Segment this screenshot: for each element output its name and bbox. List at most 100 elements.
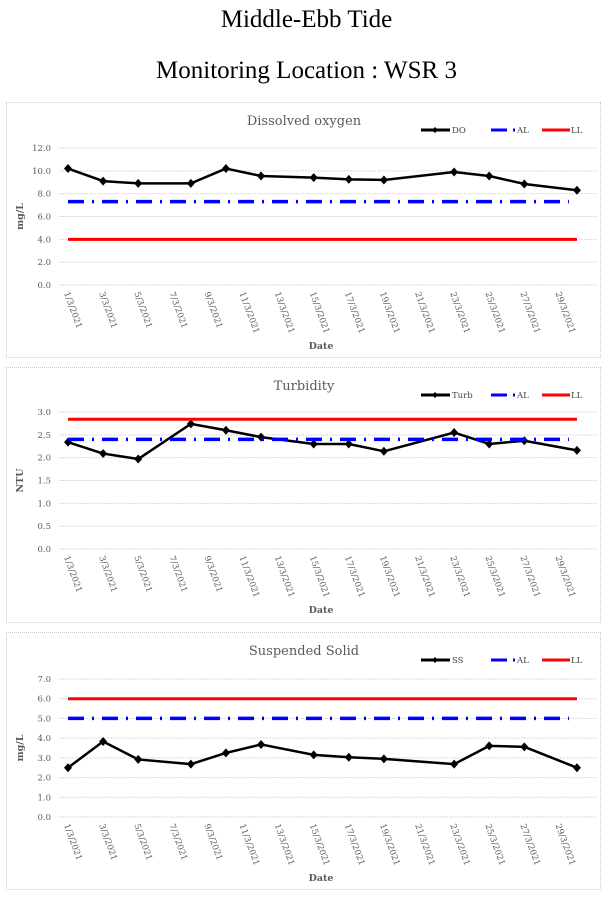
legend-al-label: AL [516,126,529,136]
x-axis-title: Date [309,873,334,884]
data-point-marker [186,419,195,429]
chart-title: Suspended Solid [249,644,359,659]
x-axis-title: Date [309,605,334,616]
x-tick-label: 25/3/2021 [482,291,506,335]
chart-title: Turbidity [274,379,335,394]
data-point-marker [309,750,318,760]
measured-series-line [67,167,578,192]
data-point-marker [221,425,230,435]
legend-measured-marker [432,657,438,663]
data-point-marker [134,454,143,464]
x-tick-label: 17/3/2021 [342,555,366,599]
x-tick-label: 11/3/2021 [237,291,261,335]
y-tick-label: 1.5 [37,477,51,487]
data-point-marker [257,171,266,181]
data-point-marker [186,178,195,188]
y-tick-label: 1.0 [37,499,51,509]
turbidity-chart-svg: Turbidity 0.0 0.5 1.0 1.5 2.0 2.5 3.0 NTU 1/3/202… [15,379,597,616]
data-point-marker [572,445,581,455]
legend-ll-label: LL [571,656,583,666]
data-point-marker [221,164,230,174]
x-tick-label: 7/3/2021 [166,555,188,594]
x-tick-label: 9/3/2021 [202,291,224,330]
x-axis-title: Date [309,341,334,352]
x-tick-label: 13/3/2021 [272,291,296,335]
x-tick-label: 29/3/2021 [553,823,577,867]
data-point-marker [99,449,108,459]
x-tick-label: 7/3/2021 [166,291,188,330]
data-point-marker [520,742,529,752]
x-tick-label: 23/3/2021 [447,555,471,599]
legend: Turb AL LL [421,391,583,401]
x-tick-label: 17/3/2021 [342,291,366,335]
x-tick-label: 13/3/2021 [272,555,296,599]
y-tick-label: 5.0 [37,714,51,724]
data-point-marker [450,167,459,177]
data-point-marker [309,173,318,183]
data-point-marker [379,754,388,764]
y-tick-label: 6.0 [37,695,51,705]
x-tick-label: 27/3/2021 [517,823,541,867]
x-tick-label: 21/3/2021 [412,555,436,599]
data-point-marker [64,763,72,773]
measured-series-line [67,740,578,769]
x-tick-label: 21/3/2021 [412,823,436,867]
page-title: Middle-Ebb Tide [220,6,393,33]
legend-measured-label: DO [452,126,466,136]
dissolved-oxygen-chart: Dissolved oxygen 0.0 2.0 4.0 6.0 8.0 10.0 12.0 m… [6,102,601,358]
legend-ll-label: LL [571,126,583,136]
data-point-marker [134,178,143,188]
data-point-marker [344,439,353,449]
chart-title: Dissolved oxygen [247,114,362,129]
legend-al-label: AL [516,391,529,401]
x-tick-label: 19/3/2021 [377,291,401,335]
y-tick-label: 0.5 [37,522,51,532]
turbidity-chart: Turbidity 0.0 0.5 1.0 1.5 2.0 2.5 3.0 NTU 1/3/202… [6,367,601,623]
y-tick-label: 3.0 [37,408,51,418]
y-tick-label: 0.0 [37,545,51,555]
data-point-marker [64,164,72,174]
legend: SS AL LL [421,656,583,666]
data-point-marker [186,759,195,769]
suspended-solid-chart-svg: Suspended Solid 0.0 1.0 2.0 3.0 4.0 5.0 6.0 7.0 m… [15,644,597,884]
data-point-marker [572,185,581,195]
data-point-marker [344,174,353,184]
y-tick-label: 3.0 [37,754,51,764]
data-point-marker [379,446,388,456]
x-tick-label: 15/3/2021 [307,823,331,867]
legend-measured-label: SS [452,656,464,666]
x-tick-label: 11/3/2021 [237,555,261,599]
dissolved-oxygen-chart-svg: Dissolved oxygen 0.0 2.0 4.0 6.0 8.0 10.0 12.0 m… [15,114,597,352]
data-point-marker [572,763,581,773]
x-tick-label: 29/3/2021 [553,555,577,599]
y-tick-label: 2.5 [37,431,51,441]
x-tick-label: 25/3/2021 [482,823,506,867]
x-tick-label: 19/3/2021 [377,555,401,599]
x-tick-label: 1/3/2021 [61,555,83,594]
x-tick-label: 5/3/2021 [131,555,153,594]
x-tick-label: 17/3/2021 [342,823,366,867]
y-axis-title: NTU [15,468,26,493]
x-tick-label: 27/3/2021 [517,291,541,335]
data-point-marker [257,739,266,749]
y-tick-label: 8.0 [37,190,51,200]
suspended-solid-chart: Suspended Solid 0.0 1.0 2.0 3.0 4.0 5.0 6.0 7.0 m… [6,632,601,890]
y-tick-label: 1.0 [37,793,51,803]
x-tick-label: 13/3/2021 [272,823,296,867]
x-tick-label: 15/3/2021 [307,555,331,599]
x-tick-label: 1/3/2021 [61,291,83,330]
data-point-marker [379,175,388,185]
y-tick-label: 7.0 [37,675,51,685]
x-tick-label: 15/3/2021 [307,291,331,335]
x-tick-label: 3/3/2021 [96,823,118,862]
y-tick-label: 4.0 [37,734,51,744]
x-tick-label: 23/3/2021 [447,823,471,867]
x-tick-label: 21/3/2021 [412,291,436,335]
y-tick-label: 0.0 [37,281,51,291]
y-tick-label: 6.0 [37,213,51,223]
data-point-marker [134,754,143,764]
data-point-marker [450,759,459,769]
monitoring-location-title: Monitoring Location : WSR 3 [156,57,457,84]
y-tick-label: 2.0 [37,258,51,268]
legend-measured-marker [432,392,438,398]
